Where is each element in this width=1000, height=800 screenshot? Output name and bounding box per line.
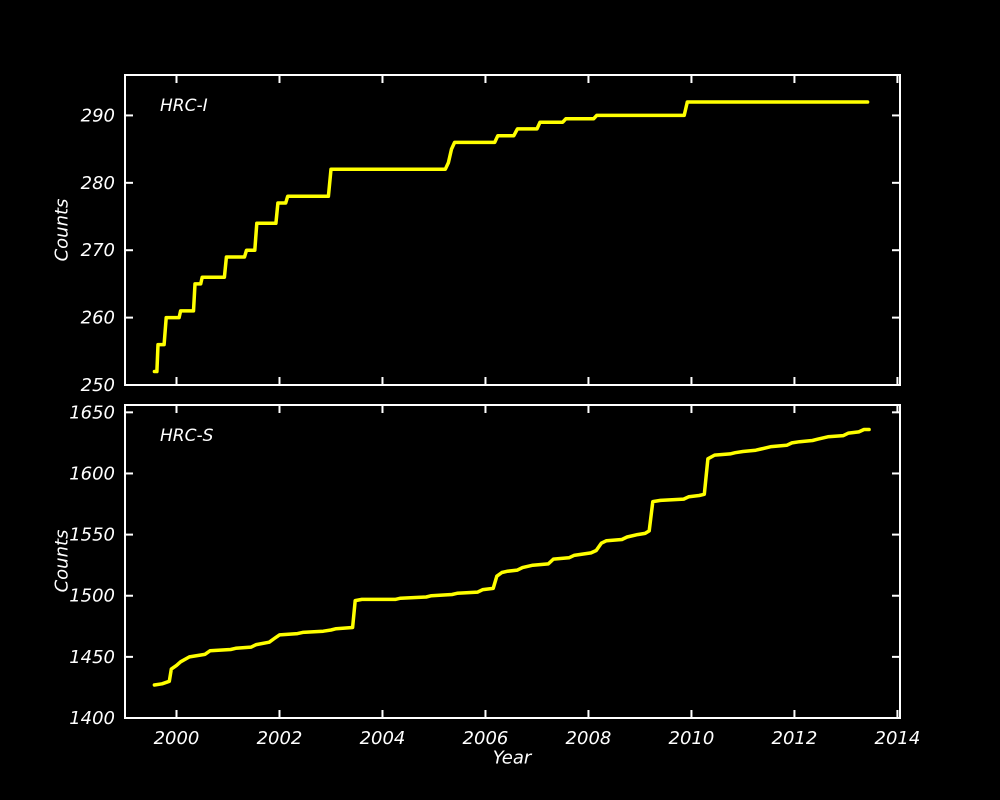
- y-tick-label: 1450: [69, 647, 115, 668]
- y-tick-label: 290: [81, 105, 115, 126]
- y-tick-label: 1650: [69, 402, 115, 423]
- data-line-hrc-s: [152, 427, 871, 687]
- y-tick-label: 1400: [69, 708, 115, 729]
- x-tick-label: 2010: [669, 728, 715, 749]
- y-tick-label: 270: [81, 240, 115, 261]
- panel-border: [124, 74, 901, 386]
- y-tick-label: 260: [81, 308, 115, 329]
- x-tick-label: 2008: [566, 728, 612, 749]
- x-tick-label: 2002: [257, 728, 303, 749]
- y-tick-label: 1500: [69, 586, 115, 607]
- y-tick-label: 1550: [69, 525, 115, 546]
- x-tick-label: 2004: [360, 728, 406, 749]
- data-line-hrc-i: [152, 100, 870, 374]
- x-tick-label: 2006: [463, 728, 509, 749]
- x-tick-label: 2012: [772, 728, 818, 749]
- x-tick-label: 2014: [875, 728, 921, 749]
- panel-border: [124, 404, 901, 719]
- y-tick-label: 1600: [69, 463, 115, 484]
- y-tick-label: 250: [81, 375, 115, 396]
- y-tick-label: 280: [81, 173, 115, 194]
- x-tick-label: 2000: [154, 728, 200, 749]
